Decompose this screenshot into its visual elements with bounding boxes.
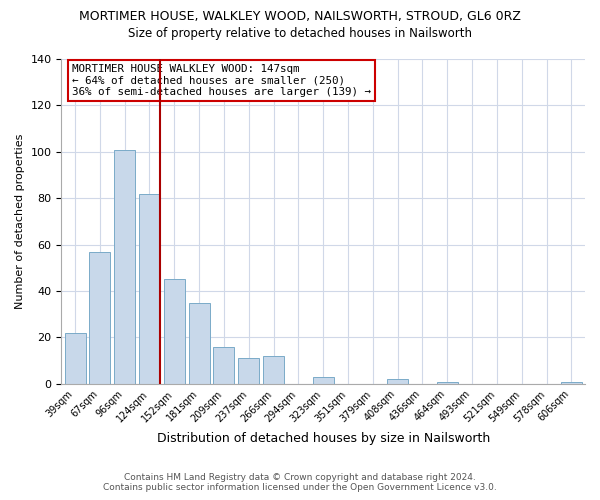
Bar	[387, 380, 408, 384]
Bar	[263, 356, 284, 384]
Bar	[164, 280, 185, 384]
Bar	[561, 382, 582, 384]
Bar	[114, 150, 135, 384]
Bar	[89, 252, 110, 384]
Text: MORTIMER HOUSE WALKLEY WOOD: 147sqm
← 64% of detached houses are smaller (250)
3: MORTIMER HOUSE WALKLEY WOOD: 147sqm ← 64…	[72, 64, 371, 97]
Bar	[214, 347, 235, 384]
Bar	[313, 377, 334, 384]
X-axis label: Distribution of detached houses by size in Nailsworth: Distribution of detached houses by size …	[157, 432, 490, 445]
Bar	[437, 382, 458, 384]
Text: MORTIMER HOUSE, WALKLEY WOOD, NAILSWORTH, STROUD, GL6 0RZ: MORTIMER HOUSE, WALKLEY WOOD, NAILSWORTH…	[79, 10, 521, 23]
Bar	[139, 194, 160, 384]
Y-axis label: Number of detached properties: Number of detached properties	[15, 134, 25, 309]
Text: Contains HM Land Registry data © Crown copyright and database right 2024.
Contai: Contains HM Land Registry data © Crown c…	[103, 473, 497, 492]
Bar	[238, 358, 259, 384]
Text: Size of property relative to detached houses in Nailsworth: Size of property relative to detached ho…	[128, 28, 472, 40]
Bar	[188, 302, 209, 384]
Bar	[65, 333, 86, 384]
